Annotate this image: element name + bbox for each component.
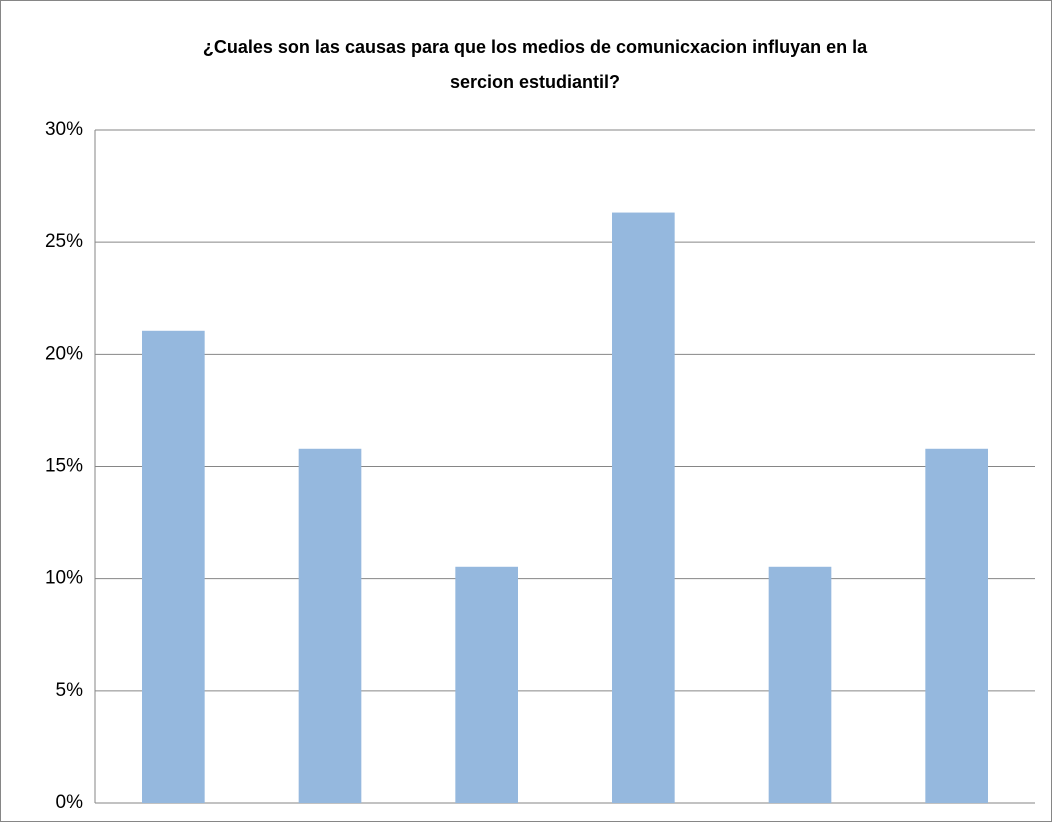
chart-title: ¿Cuales son las causas para que los medi… (202, 37, 868, 92)
bar (455, 566, 518, 803)
bar (142, 330, 205, 803)
y-tick-label: 10% (45, 568, 83, 589)
bar (768, 566, 832, 803)
bar (298, 448, 362, 803)
bar (612, 212, 675, 803)
y-tick-label: 30% (45, 119, 83, 140)
y-tick-label: 15% (45, 456, 83, 477)
y-tick-label: 20% (45, 343, 83, 364)
y-tick-label: 5% (56, 680, 84, 701)
y-tick-label: 25% (45, 231, 83, 252)
y-tick-label: 0% (56, 792, 84, 813)
bar (925, 448, 988, 803)
